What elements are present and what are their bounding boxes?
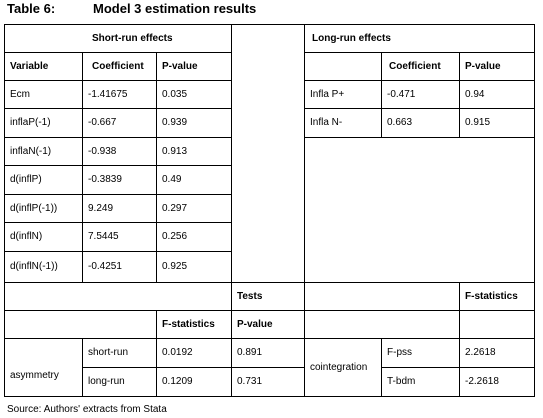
sr-variable: d(inflN) <box>10 231 43 242</box>
table-number: Table 6: <box>7 1 56 16</box>
cointegration-row-name: T-bdm <box>387 376 416 387</box>
short-run-header: Short-run effects <box>92 33 173 44</box>
rule <box>459 282 460 397</box>
sr-p-value: 0.49 <box>162 174 182 185</box>
lr-p-value: 0.94 <box>465 89 485 100</box>
rule <box>231 24 232 397</box>
rule <box>4 251 232 252</box>
lr-p-value-header: P-value <box>465 61 501 72</box>
rule <box>304 24 305 397</box>
sr-coefficient: 9.249 <box>88 203 114 214</box>
rule <box>304 80 535 81</box>
sr-coefficient: -0.4251 <box>88 261 122 272</box>
sr-variable: Ecm <box>10 89 30 100</box>
sr-coefficient: 7.5445 <box>88 231 119 242</box>
rule <box>4 108 232 109</box>
f-statistics-right-header: F-statistics <box>465 291 518 302</box>
asymmetry-f-stat: 0.0192 <box>162 347 193 358</box>
cointegration-value: 2.2618 <box>465 347 496 358</box>
sr-variable: d(inflP(-1)) <box>10 203 58 214</box>
rule <box>82 338 83 397</box>
rule <box>304 52 535 53</box>
rule <box>459 52 460 138</box>
rule <box>534 24 535 397</box>
asymmetry-f-stat: 0.1209 <box>162 376 193 387</box>
table-title: Table 6: Model 3 estimation results <box>7 1 256 16</box>
rule <box>82 367 304 368</box>
p-value-header: P-value <box>162 61 198 72</box>
rule <box>4 338 535 339</box>
sr-p-value: 0.035 <box>162 89 188 100</box>
rule <box>4 396 535 397</box>
rule <box>156 310 157 397</box>
rule <box>381 52 382 138</box>
f-statistics-header: F-statistics <box>162 319 215 330</box>
rule <box>4 194 232 195</box>
rule <box>381 338 382 397</box>
sr-p-value: 0.256 <box>162 231 188 242</box>
asymmetry-p-value: 0.731 <box>237 376 263 387</box>
lr-coefficient: -0.471 <box>387 89 416 100</box>
rule <box>4 24 5 397</box>
cointegration-value: -2.2618 <box>465 376 499 387</box>
rule <box>4 282 535 283</box>
source-note: Source: Authors' extracts from Stata <box>7 404 167 415</box>
sr-coefficient: -0.938 <box>88 146 117 157</box>
long-run-header: Long-run effects <box>312 33 391 44</box>
cointegration-row-name: F-pss <box>387 347 412 358</box>
rule <box>4 310 535 311</box>
sr-coefficient: -1.41675 <box>88 89 128 100</box>
lr-coefficient: 0.663 <box>387 117 413 128</box>
asymmetry-p-value: 0.891 <box>237 347 263 358</box>
asymmetry-row-name: short-run <box>88 347 129 358</box>
sr-p-value: 0.913 <box>162 146 188 157</box>
rule <box>381 367 535 368</box>
rule <box>4 222 232 223</box>
lr-p-value: 0.915 <box>465 117 491 128</box>
asymmetry-row-name: long-run <box>88 376 125 387</box>
rule <box>4 24 535 25</box>
rule <box>82 52 83 282</box>
sr-variable: d(inflN(-1)) <box>10 261 58 272</box>
sr-coefficient: -0.667 <box>88 117 117 128</box>
coefficient-header: Coefficient <box>92 61 144 72</box>
sr-coefficient: -0.3839 <box>88 174 122 185</box>
rule <box>156 52 157 282</box>
cointegration-label: cointegration <box>310 362 368 373</box>
lr-variable: Infla P+ <box>310 89 345 100</box>
rule <box>304 137 535 138</box>
table-caption: Model 3 estimation results <box>93 1 257 16</box>
tests-header: Tests <box>237 291 263 302</box>
asymmetry-label: asymmetry <box>10 370 59 381</box>
sr-variable: inflaP(-1) <box>10 117 51 128</box>
rule <box>304 108 535 109</box>
sr-p-value: 0.939 <box>162 117 188 128</box>
rule <box>4 80 232 81</box>
lr-variable: Infla N- <box>310 117 343 128</box>
rule <box>4 52 232 53</box>
rule <box>4 165 232 166</box>
variable-header: Variable <box>10 61 49 72</box>
sr-p-value: 0.297 <box>162 203 188 214</box>
tests-p-value-header: P-value <box>237 319 273 330</box>
sr-variable: inflaN(-1) <box>10 146 52 157</box>
sr-p-value: 0.925 <box>162 261 188 272</box>
lr-coefficient-header: Coefficient <box>389 61 441 72</box>
sr-variable: d(inflP) <box>10 174 42 185</box>
rule <box>4 137 232 138</box>
